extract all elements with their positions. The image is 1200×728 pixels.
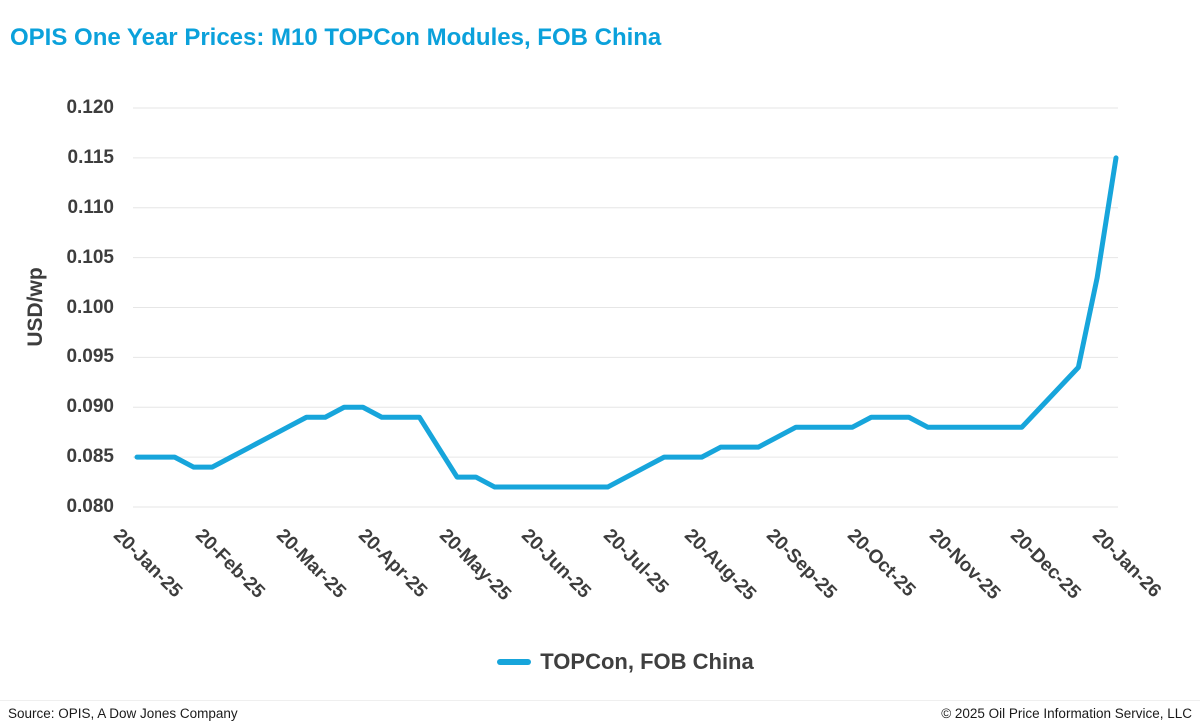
legend-line-swatch (497, 659, 532, 665)
x-tick-label: 20-Feb-25 (190, 525, 269, 603)
footer-source: Source: OPIS, A Dow Jones Company (8, 706, 238, 721)
y-tick-label: 0.105 (66, 246, 114, 268)
x-tick-label: 20-Dec-25 (1006, 525, 1085, 604)
footer-copyright: © 2025 Oil Price Information Service, LL… (941, 706, 1192, 721)
y-tick-label: 0.115 (67, 146, 115, 168)
x-tick-label: 20-Oct-25 (843, 525, 920, 602)
footer-divider (0, 700, 1200, 701)
x-tick-label: 20-Nov-25 (924, 525, 1005, 605)
y-tick-label: 0.110 (67, 196, 115, 218)
x-tick-label: 20-Jan-25 (109, 525, 186, 602)
footer: Source: OPIS, A Dow Jones Company © 2025… (0, 704, 1200, 728)
x-tick-label: 20-Jun-25 (517, 525, 595, 603)
x-tick-label: 20-Jan-26 (1088, 525, 1165, 602)
y-tick-label: 0.120 (66, 97, 114, 118)
x-tick-label: 20-May-25 (435, 525, 516, 605)
y-tick-label: 0.100 (66, 296, 114, 318)
y-tick-label: 0.095 (66, 346, 114, 368)
legend: TOPCon, FOB China (133, 645, 1118, 679)
chart-title: OPIS One Year Prices: M10 TOPCon Modules… (10, 24, 662, 51)
plot-area (133, 107, 1119, 508)
y-tick-label: 0.090 (66, 396, 114, 418)
x-tick-label: 20-Sep-25 (761, 525, 841, 604)
legend-label: TOPCon, FOB China (540, 649, 754, 674)
x-tick-label: 20-Apr-25 (353, 525, 431, 602)
x-tick-label: 20-Jul-25 (598, 525, 672, 599)
x-tick-label: 20-Aug-25 (680, 525, 761, 605)
y-tick-label: 0.080 (66, 496, 114, 517)
price-line-topcon (134, 155, 1119, 490)
x-tick-label: 20-Mar-25 (272, 525, 350, 603)
y-tick-label: 0.085 (66, 446, 114, 468)
